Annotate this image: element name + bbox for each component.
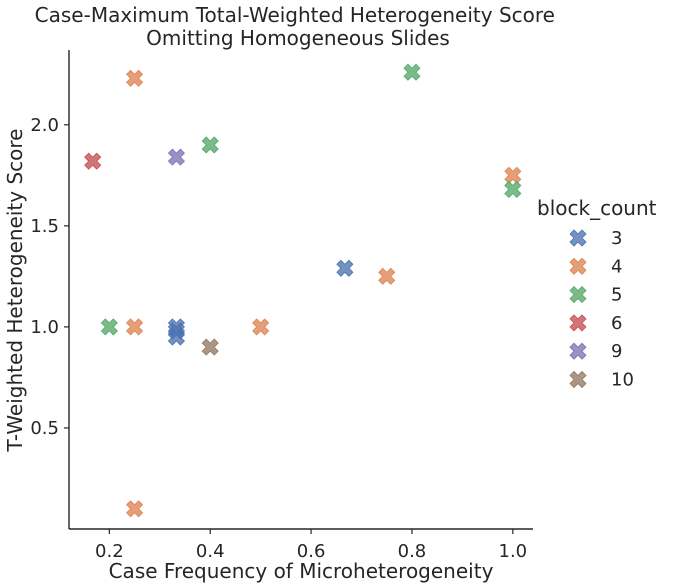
data-point-block-5 xyxy=(201,136,219,154)
data-point-block-3 xyxy=(336,259,354,277)
data-point-block-5 xyxy=(403,63,421,81)
legend-marker-block-5 xyxy=(569,286,587,304)
x-tick-label: 0.2 xyxy=(95,541,124,562)
data-point-block-5 xyxy=(100,318,118,336)
y-axis-label: T-Weighted Heterogeneity Score xyxy=(3,129,27,453)
legend: block_count 3 4 5 6 9 10 xyxy=(537,196,657,391)
data-point-block-9 xyxy=(167,148,185,166)
legend-marker-block-10 xyxy=(569,370,587,389)
x-axis-ticks: 0.2 0.4 0.6 0.8 1.0 xyxy=(95,529,527,562)
legend-title: block_count xyxy=(537,196,657,220)
data-point-block-4 xyxy=(504,166,522,184)
y-axis-ticks: 0.5 1.0 1.5 2.0 xyxy=(30,115,69,439)
legend-label: 5 xyxy=(611,285,622,306)
legend-items: 3 4 5 6 9 10 xyxy=(569,228,634,391)
x-tick-label: 0.4 xyxy=(196,541,225,562)
y-tick-label: 0.5 xyxy=(30,418,59,439)
chart-title: Case-Maximum Total-Weighted Heterogeneit… xyxy=(35,3,562,50)
x-axis-label: Case Frequency of Microheterogeneity xyxy=(109,559,494,583)
legend-label: 4 xyxy=(611,256,622,277)
data-point-block-4 xyxy=(126,500,144,518)
y-tick-label: 2.0 xyxy=(30,115,59,136)
x-tick-label: 0.6 xyxy=(297,541,326,562)
legend-label: 9 xyxy=(611,341,622,362)
data-point-block-4 xyxy=(126,69,144,87)
legend-label: 3 xyxy=(611,228,622,249)
chart-title-line-2: Omitting Homogeneous Slides xyxy=(146,26,450,50)
legend-marker-block-3 xyxy=(569,229,587,247)
data-point-block-3 xyxy=(167,318,185,336)
data-point-block-5 xyxy=(504,180,522,199)
x-tick-label: 0.8 xyxy=(398,541,427,562)
data-point-block-6 xyxy=(84,152,102,170)
data-point-block-4 xyxy=(126,318,144,336)
data-point-block-10 xyxy=(201,338,219,356)
y-tick-label: 1.5 xyxy=(30,216,59,237)
data-point-block-4 xyxy=(252,318,270,336)
data-points xyxy=(84,63,522,518)
legend-marker-block-6 xyxy=(569,314,587,332)
legend-marker-block-4 xyxy=(569,257,587,275)
legend-label: 10 xyxy=(611,370,634,391)
y-tick-label: 1.0 xyxy=(30,317,59,338)
chart-title-line-1: Case-Maximum Total-Weighted Heterogeneit… xyxy=(35,3,555,27)
legend-marker-block-9 xyxy=(569,342,587,360)
legend-label: 6 xyxy=(611,313,622,334)
x-tick-label: 1.0 xyxy=(499,541,528,562)
data-point-block-4 xyxy=(378,267,396,285)
